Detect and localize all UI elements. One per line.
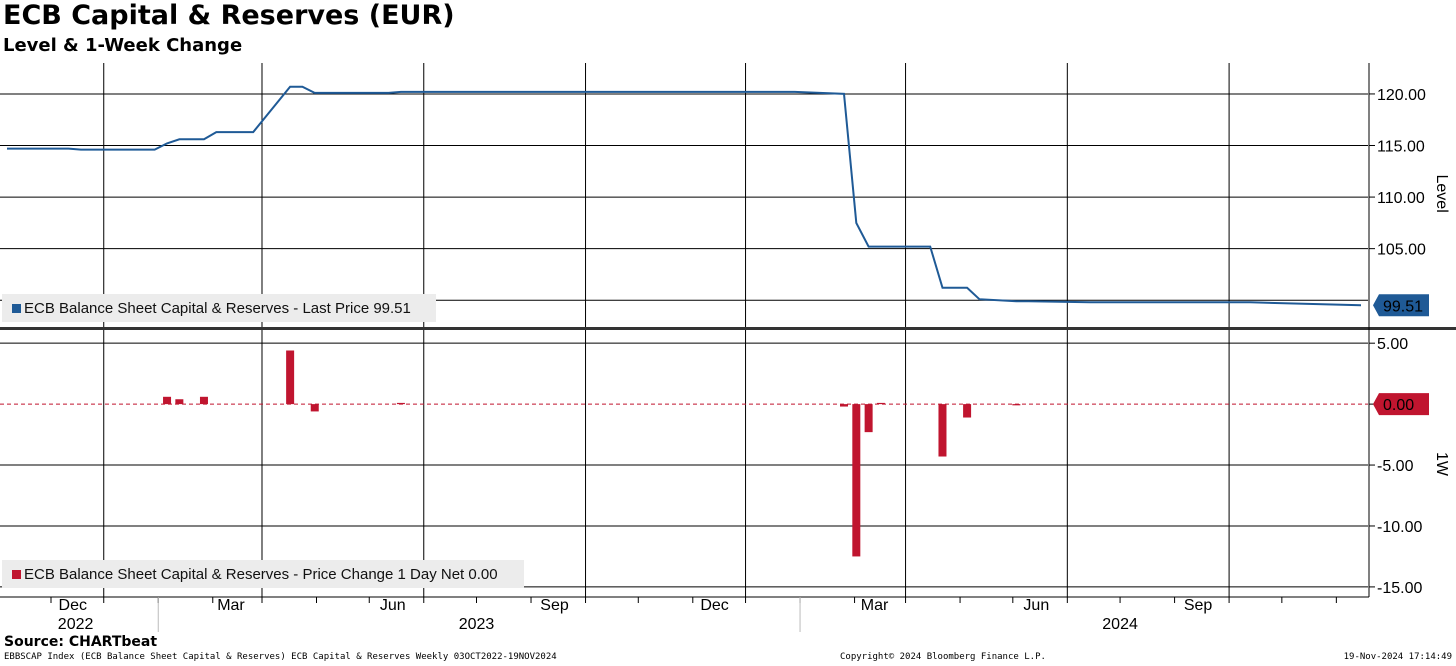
- last-price-tag: 99.51: [1373, 294, 1429, 317]
- y-axis-title-level: Level: [1433, 175, 1450, 213]
- value-tag-bg: [1373, 294, 1429, 317]
- change-bar: [396, 402, 405, 405]
- x-tick-label: Dec: [59, 597, 87, 614]
- value-tag-text: 99.51: [1383, 298, 1423, 315]
- legend-level: ECB Balance Sheet Capital & Reserves - L…: [2, 294, 436, 322]
- value-tag-bg: [1373, 393, 1429, 416]
- source-label: Source: CHARTbeat: [4, 634, 158, 650]
- legend-bg: [2, 294, 436, 322]
- level-series-line: [7, 85, 1362, 307]
- y-tick-label-bottom: 5.00: [1377, 336, 1408, 353]
- footer-copyright: Copyright© 2024 Bloomberg Finance L.P.: [840, 652, 1046, 662]
- legend-swatch: [12, 304, 21, 313]
- change-bar: [175, 399, 184, 405]
- x-year-label: 2023: [459, 616, 495, 633]
- y-tick-label-bottom: -15.00: [1377, 580, 1422, 597]
- change-bar: [1012, 404, 1021, 406]
- x-tick-label: Dec: [700, 597, 728, 614]
- legend-change: ECB Balance Sheet Capital & Reserves - P…: [2, 560, 524, 588]
- y-tick-label-top: 120.00: [1377, 87, 1426, 104]
- y-axis-title-change: 1W: [1433, 452, 1450, 477]
- x-tick-label: Mar: [861, 597, 889, 614]
- change-bar: [163, 396, 172, 405]
- chart-title: ECB Capital & Reserves (EUR): [3, 0, 455, 31]
- x-year-label: 2022: [58, 616, 94, 633]
- x-tick-label: Jun: [380, 597, 406, 614]
- value-tag-text: 0.00: [1383, 397, 1414, 414]
- chart-subtitle: Level & 1-Week Change: [3, 35, 243, 56]
- x-tick-label: Mar: [217, 597, 245, 614]
- change-bar: [963, 404, 972, 418]
- footer-description: EBBSCAP Index (ECB Balance Sheet Capital…: [4, 652, 557, 662]
- last-change-tag: 0.00: [1373, 393, 1429, 416]
- y-tick-label-top: 110.00: [1377, 190, 1425, 207]
- footer-timestamp: 19-Nov-2024 17:14:49: [1343, 652, 1452, 662]
- change-bar: [286, 350, 295, 405]
- legend-bg: [2, 560, 524, 588]
- change-bar: [938, 404, 947, 457]
- change-bar: [852, 404, 861, 557]
- x-year-label: 2024: [1102, 616, 1138, 633]
- y-tick-label-top: 105.00: [1377, 242, 1426, 259]
- legend-text: ECB Balance Sheet Capital & Reserves - P…: [24, 566, 498, 583]
- x-tick-label: Sep: [1184, 597, 1213, 614]
- x-tick-label: Jun: [1023, 597, 1049, 614]
- change-bar: [199, 396, 208, 405]
- y-tick-label-top: 115.00: [1377, 139, 1425, 156]
- y-tick-label-bottom: -5.00: [1377, 458, 1414, 475]
- change-bar: [864, 404, 873, 433]
- change-bar: [840, 404, 849, 407]
- legend-swatch: [12, 570, 21, 579]
- change-bar: [876, 402, 885, 405]
- legend-text: ECB Balance Sheet Capital & Reserves - L…: [24, 300, 411, 317]
- y-tick-label-bottom: -10.00: [1377, 519, 1422, 536]
- x-tick-label: Sep: [540, 597, 569, 614]
- change-bar: [310, 404, 319, 412]
